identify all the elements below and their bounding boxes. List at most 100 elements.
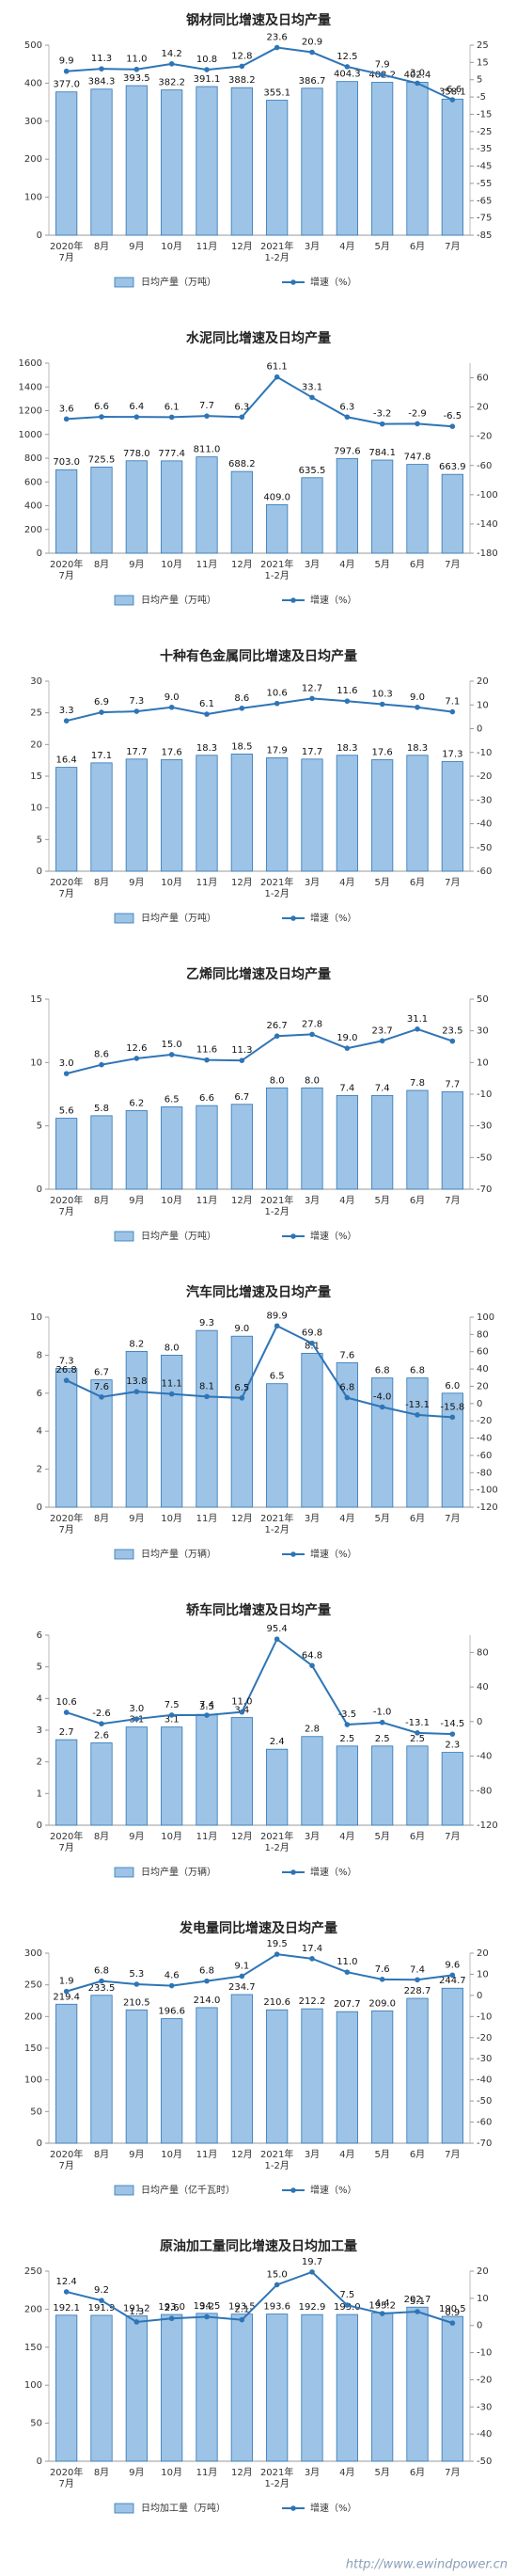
line-value-label: 7.4 [199,1700,214,1710]
line-value-label: -6.6 [444,85,462,95]
bar [371,82,394,236]
y2-tick-label: -120 [477,1821,498,1831]
bar-value-label: 193.5 [228,2302,256,2313]
y-tick-label: 15 [30,994,42,1005]
bar [406,1089,429,1190]
bar [196,2313,218,2462]
line-value-label: 15.0 [267,2269,288,2280]
x-tick-label: 12月 [231,2149,253,2160]
line-marker [133,1389,140,1394]
bar-value-label: 7.7 [445,1079,460,1089]
line-value-label: 7.6 [375,1964,390,1975]
legend-swatch [114,277,134,288]
legend-swatch [114,913,134,924]
line-marker [168,1391,175,1397]
line-value-label: 23.6 [267,33,288,43]
bar [230,2314,253,2462]
line-marker [344,1045,351,1051]
y2-tick-label: 10 [477,2294,489,2304]
y2-tick-label: 20 [477,2266,489,2277]
y2-tick-label: -120 [477,1503,498,1513]
line-value-label: 15.0 [162,1040,182,1050]
bar [441,1392,463,1508]
bar-value-label: 212.2 [299,1996,326,2007]
line-marker [274,374,280,380]
bar [196,755,218,872]
line-marker [309,695,315,702]
x-tick-label: 2021年 1-2月 [260,558,293,581]
line-marker [63,416,70,422]
line-value-label: 7.1 [445,697,460,708]
x-tick-label: 3月 [305,2149,320,2160]
bar-value-label: 202.7 [404,2295,431,2305]
y2-tick-label: 60 [477,374,489,384]
bar-value-label: 382.2 [158,78,185,88]
y2-tick-label: -20 [477,1416,492,1426]
line-marker [239,2316,245,2323]
bar-value-label: 409.0 [263,492,290,502]
bar-value-label: 6.5 [164,1094,180,1105]
x-tick-label: 10月 [161,1831,182,1842]
line-marker [168,61,175,67]
y-tick-label: 30 [30,676,42,687]
bar [371,1377,394,1508]
bar [336,1745,358,1826]
bar-value-label: 17.7 [126,747,147,757]
line-marker [344,1969,351,1975]
y-tick-label: 500 [24,40,42,51]
bar [125,460,148,554]
x-tick-label: 7月 [445,2149,460,2160]
y2-tick-label: -75 [477,214,492,224]
line-marker [239,1973,245,1980]
y2-tick-label: -10 [477,748,492,758]
bar [441,2315,463,2462]
bar [371,759,394,872]
legend-label: 增速（%） [310,1548,357,1560]
line-marker [449,1038,456,1044]
bar [196,2007,218,2144]
line-marker [274,1951,280,1957]
y2-tick-label: -50 [477,1153,492,1163]
line-value-label: 3.3 [59,706,74,716]
y2-tick-label: -60 [477,2118,492,2128]
line-value-label: 6.1 [199,699,214,709]
bar-value-label: 195.2 [368,2300,396,2311]
line-marker [344,2302,351,2308]
bar-value-label: 6.5 [270,1372,285,1382]
x-tick-label: 12月 [231,877,253,888]
bar-value-label: 6.6 [199,1093,214,1104]
line-value-label: 95.4 [267,1624,288,1634]
line-value-label: 4.6 [164,1971,180,1981]
bar [90,1995,113,2144]
x-tick-label: 2021年 1-2月 [260,1512,293,1535]
bar [441,98,463,236]
y2-tick-label: -30 [477,2054,492,2064]
x-tick-label: 2020年 7月 [50,1512,83,1535]
line-value-label: 19.7 [302,2257,322,2267]
x-tick-label: 9月 [129,1831,144,1842]
bar [266,2009,289,2144]
line-marker [99,709,104,715]
y-tick-label: 0 [37,1185,42,1195]
y-tick-label: 300 [24,117,42,127]
line-value-label: 0.9 [445,2308,460,2318]
y-tick-label: 600 [24,477,42,487]
bar-value-label: 18.5 [231,741,252,752]
y2-tick-label: 10 [477,700,489,710]
x-tick-label: 4月 [339,2149,354,2160]
line-marker [309,394,315,401]
bar [301,1736,323,1826]
line-value-label: 6.3 [234,402,249,412]
x-tick-label: 2021年 1-2月 [260,1830,293,1853]
y-tick-label: 10 [30,1057,42,1068]
bar-value-label: 16.4 [56,755,77,766]
y-tick-label: 5 [37,1662,42,1673]
bar [336,2314,358,2462]
x-tick-label: 8月 [94,2149,109,2160]
x-tick-label: 9月 [129,1513,144,1524]
bar [55,1118,78,1190]
bar-value-label: 358.1 [439,87,466,97]
line [66,46,453,101]
bar [301,1087,323,1190]
x-tick-label: 11月 [196,877,218,888]
